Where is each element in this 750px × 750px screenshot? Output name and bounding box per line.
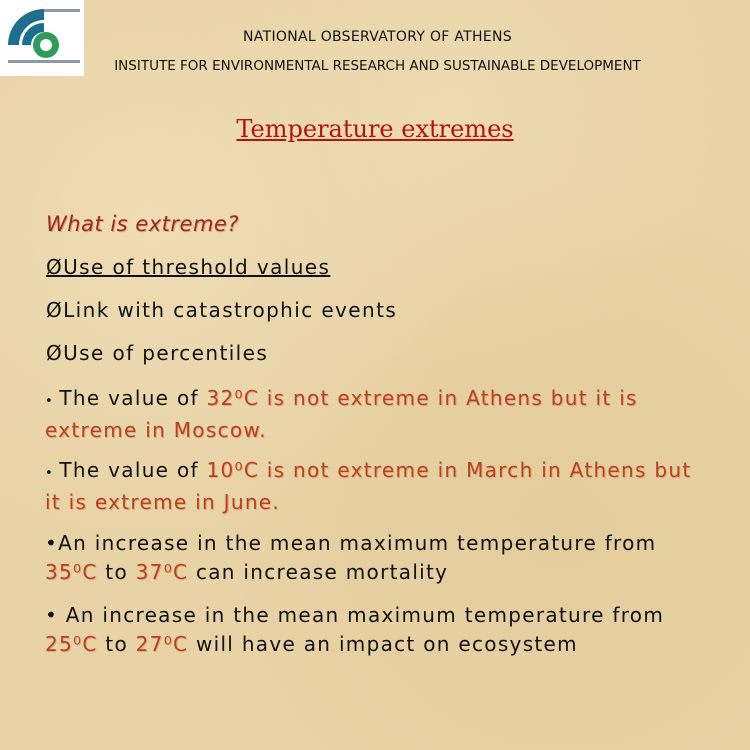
institute: INSITUTE FOR ENVIRONMENTAL RESEARCH AND … xyxy=(114,58,641,74)
text-segment: 35⁰C xyxy=(45,560,98,584)
text-segment: to xyxy=(97,632,136,656)
bullet-item: ØLink with catastrophic events xyxy=(46,298,398,322)
text-segment: can increase mortality xyxy=(188,560,449,584)
text-segment: The value of xyxy=(59,458,207,482)
text-segment: • An increase in the mean maximum temper… xyxy=(45,603,665,627)
paragraph: • The value of 32⁰C is not extreme in At… xyxy=(45,384,705,445)
text-segment: 27⁰C xyxy=(135,632,189,656)
slide-title: Temperature extremes xyxy=(236,115,514,143)
bullet-item: ØUse of threshold values xyxy=(46,255,331,279)
text-segment: • xyxy=(45,394,60,409)
organization: NATIONAL OBSERVATORY OF ATHENS xyxy=(243,29,512,45)
paragraph: • The value of 10⁰C is not extreme in Ma… xyxy=(45,456,705,517)
paragraph: • An increase in the mean maximum temper… xyxy=(45,601,705,659)
text-segment: will have an impact on ecosystem xyxy=(188,632,578,656)
bullet-item: ØUse of percentiles xyxy=(46,341,269,365)
text-segment: 32⁰C is not extreme in Athens but it is … xyxy=(45,386,638,442)
text-segment: 25⁰C xyxy=(45,632,98,656)
question: What is extreme? xyxy=(46,212,239,236)
text-segment: 37⁰C xyxy=(135,560,189,584)
paragraph: •An increase in the mean maximum tempera… xyxy=(45,529,705,587)
text-segment: to xyxy=(97,560,136,584)
text-segment: The value of xyxy=(59,386,207,410)
logo xyxy=(0,0,84,76)
text-segment: 10⁰C is not extreme in March in Athens b… xyxy=(45,458,692,514)
text-segment: • xyxy=(45,466,60,481)
text-segment: •An increase in the mean maximum tempera… xyxy=(45,531,657,555)
